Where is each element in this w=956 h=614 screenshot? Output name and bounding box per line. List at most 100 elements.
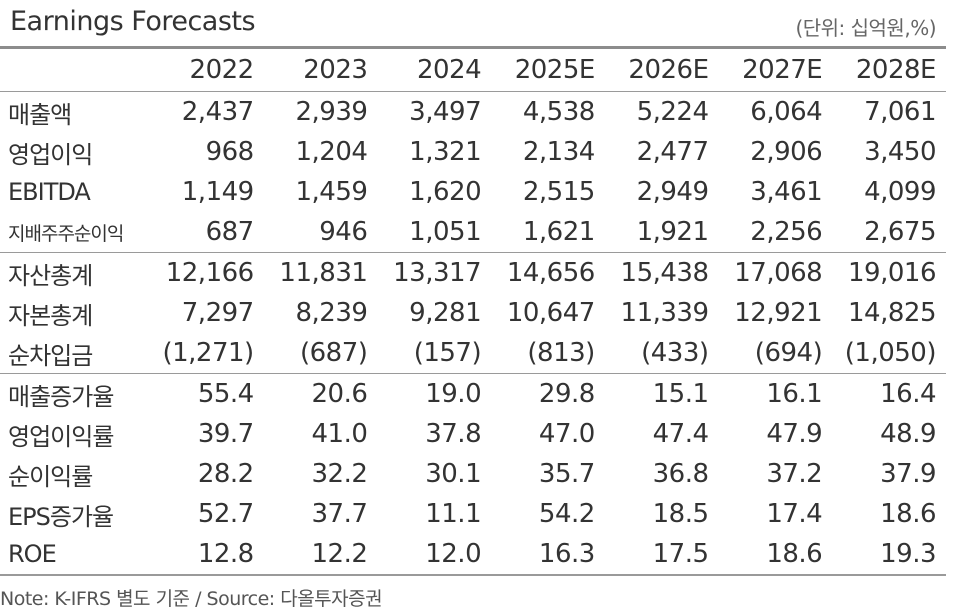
- table-cell: 37.7: [311, 499, 368, 529]
- table-row: 매출액 2,437 2,939 3,497 4,538 5,224 6,064 7,061: [0, 91, 946, 132]
- table-cell: (433): [641, 338, 709, 368]
- table-cell: 35.7: [538, 459, 595, 489]
- table-title: Earnings Forecasts: [10, 6, 256, 37]
- row-label: EBITDA: [8, 178, 91, 206]
- row-label: 순이익률: [8, 462, 93, 491]
- table-cell: 3,450: [864, 137, 936, 167]
- row-label: 매출액: [0, 91, 150, 132]
- table-cell: 2,906: [750, 137, 823, 167]
- table-cell: 17.5: [604, 534, 719, 576]
- table-cell: 946: [319, 217, 368, 247]
- table-cell: (1,050): [844, 338, 937, 368]
- earnings-forecast-table: 2022 2023 2024 2025E 2026E 2027E 2028E 매…: [0, 49, 946, 576]
- table-cell: 1,620: [409, 177, 482, 207]
- column-header: 2024: [416, 55, 482, 85]
- table-cell: 1,204: [295, 137, 368, 167]
- table-row: 매출증가율 55.4 20.6 19.0 29.8 15.1 16.1 16.4: [0, 373, 946, 414]
- table-cell: 2,939: [263, 91, 378, 132]
- table-row: 순차입금 (1,271) (687) (157) (813) (433) (694) (1,0…: [0, 333, 946, 374]
- column-header: 2026E: [628, 55, 709, 85]
- table-cell: 4,538: [491, 91, 605, 132]
- table-cell: 16.1: [718, 373, 833, 414]
- table-row: EPS증가율 52.7 37.7 11.1 54.2 18.5 17.4 18.6: [0, 494, 946, 534]
- table-cell: 14,825: [848, 298, 936, 328]
- table-cell: 2,134: [522, 137, 595, 167]
- table-cell: 7,297: [181, 298, 254, 328]
- table-cell: 2,675: [864, 217, 936, 247]
- column-header: 2027E: [742, 55, 823, 85]
- table-cell: 37.9: [880, 459, 936, 489]
- table-cell: 3,497: [377, 91, 492, 132]
- table-cell: (157): [413, 338, 482, 368]
- table-cell: 41.0: [311, 419, 368, 449]
- balance-group: 자산총계 12,166 11,831 13,317 14,656 15,438 17,068…: [0, 252, 946, 374]
- table-cell: 12.2: [263, 534, 378, 576]
- table-cell: 37.2: [766, 459, 823, 489]
- row-label: 매출증가율: [0, 373, 150, 414]
- table-cell: 47.0: [538, 419, 595, 449]
- table-cell: 37.8: [425, 419, 482, 449]
- table-cell: 2,515: [522, 177, 595, 207]
- table-cell: 52.7: [197, 499, 254, 529]
- row-label: 순차입금: [8, 341, 93, 370]
- table-cell: 18.6: [880, 499, 936, 529]
- table-cell: 10,647: [506, 298, 595, 328]
- table-cell: 36.8: [652, 459, 709, 489]
- unit-label: (단위: 십억원,%): [795, 16, 936, 40]
- table-cell: 11,831: [263, 252, 378, 293]
- table-cell: 5,224: [604, 91, 719, 132]
- row-label: EPS증가율: [8, 502, 114, 531]
- table-cell: (1,271): [162, 338, 254, 368]
- table-cell: (687): [299, 338, 368, 368]
- income-group: 매출액 2,437 2,939 3,497 4,538 5,224 6,064 7,061 영업…: [0, 91, 946, 253]
- table-cell: 14,656: [491, 252, 605, 293]
- table-row: EBITDA 1,149 1,459 1,620 2,515 2,949 3,461 4,09…: [0, 172, 946, 212]
- table-cell: 1,621: [522, 217, 595, 247]
- table-cell: 2,949: [636, 177, 709, 207]
- table-cell: 11,339: [620, 298, 709, 328]
- table-cell: 12.8: [150, 534, 264, 576]
- table-row: ROE 12.8 12.2 12.0 16.3 17.5 18.6 19.3: [0, 534, 946, 576]
- table-cell: 12,166: [150, 252, 264, 293]
- table-cell: 687: [205, 217, 255, 247]
- table-cell: 19.3: [832, 534, 946, 576]
- table-row: 자산총계 12,166 11,831 13,317 14,656 15,438 17,068…: [0, 252, 946, 293]
- table-cell: 1,459: [295, 177, 368, 207]
- table-cell: 13,317: [377, 252, 492, 293]
- table-cell: 7,061: [832, 91, 946, 132]
- table-cell: 19.0: [377, 373, 492, 414]
- table-cell: 19,016: [832, 252, 946, 293]
- table-cell: 2,437: [150, 91, 264, 132]
- header-blank-cell: [0, 49, 150, 92]
- table-cell: 968: [205, 137, 255, 167]
- table-row: 영업이익률 39.7 41.0 37.8 47.0 47.4 47.9 48.9: [0, 414, 946, 454]
- footnote: Note: K-IFRS 별도 기준 / Source: 다올투자증권: [0, 588, 383, 610]
- table-cell: 16.3: [491, 534, 605, 576]
- table-cell: 1,051: [409, 217, 482, 247]
- table-cell: 47.9: [766, 419, 823, 449]
- table-cell: 2,256: [750, 217, 823, 247]
- table-row: 순이익률 28.2 32.2 30.1 35.7 36.8 37.2 37.9: [0, 454, 946, 494]
- table-cell: (813): [527, 338, 595, 368]
- table-cell: 32.2: [311, 459, 368, 489]
- ratio-group: 매출증가율 55.4 20.6 19.0 29.8 15.1 16.1 16.4 영업이익률 39…: [0, 373, 946, 576]
- row-label: 영업이익: [8, 140, 93, 169]
- row-label: 지배주주순이익: [8, 222, 124, 245]
- column-header: 2028E: [855, 55, 937, 85]
- table-cell: 3,461: [750, 177, 823, 207]
- table-cell: 18.6: [718, 534, 833, 576]
- table-cell: 1,149: [181, 177, 254, 207]
- table-cell: 20.6: [263, 373, 378, 414]
- table-cell: 8,239: [295, 298, 368, 328]
- row-label: 영업이익률: [8, 422, 114, 451]
- row-label: 자산총계: [0, 252, 150, 293]
- table-cell: 15,438: [604, 252, 719, 293]
- row-label: ROE: [0, 534, 150, 576]
- table-cell: 30.1: [425, 459, 482, 489]
- table-cell: (694): [754, 338, 823, 368]
- table-cell: 29.8: [491, 373, 605, 414]
- table-cell: 39.7: [197, 419, 254, 449]
- table-row: 영업이익 968 1,204 1,321 2,134 2,477 2,906 3,450: [0, 132, 946, 172]
- table-cell: 54.2: [538, 499, 595, 529]
- column-header: 2025E: [514, 55, 596, 85]
